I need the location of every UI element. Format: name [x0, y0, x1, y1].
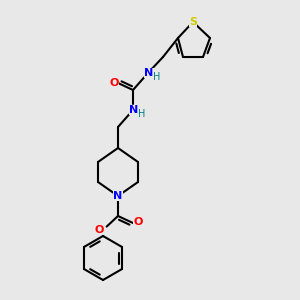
Text: N: N — [113, 191, 123, 201]
Text: H: H — [138, 109, 146, 119]
Text: O: O — [94, 225, 104, 235]
Text: H: H — [153, 72, 161, 82]
Text: O: O — [133, 217, 143, 227]
Text: N: N — [129, 105, 139, 115]
Text: N: N — [144, 68, 154, 78]
Text: O: O — [109, 78, 119, 88]
Text: S: S — [189, 17, 197, 27]
